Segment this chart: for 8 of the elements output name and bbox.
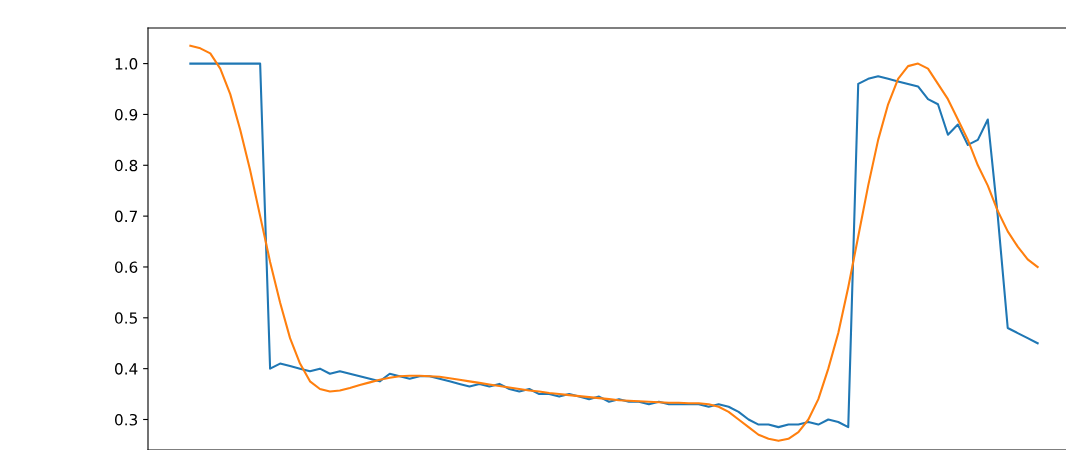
y-tick-label: 0.8 bbox=[114, 159, 138, 172]
y-tick-label: 1.0 bbox=[115, 58, 138, 70]
y-tick-label: 0.4 bbox=[114, 363, 138, 375]
y-tick-label: 0.6 bbox=[114, 261, 138, 273]
y-tick-label: 0.7 bbox=[114, 210, 137, 223]
y-tick-label: 0.9 bbox=[114, 108, 138, 121]
y-tick-label: 0.3 bbox=[114, 413, 138, 426]
y-tick-label: 0.5 bbox=[114, 312, 137, 324]
